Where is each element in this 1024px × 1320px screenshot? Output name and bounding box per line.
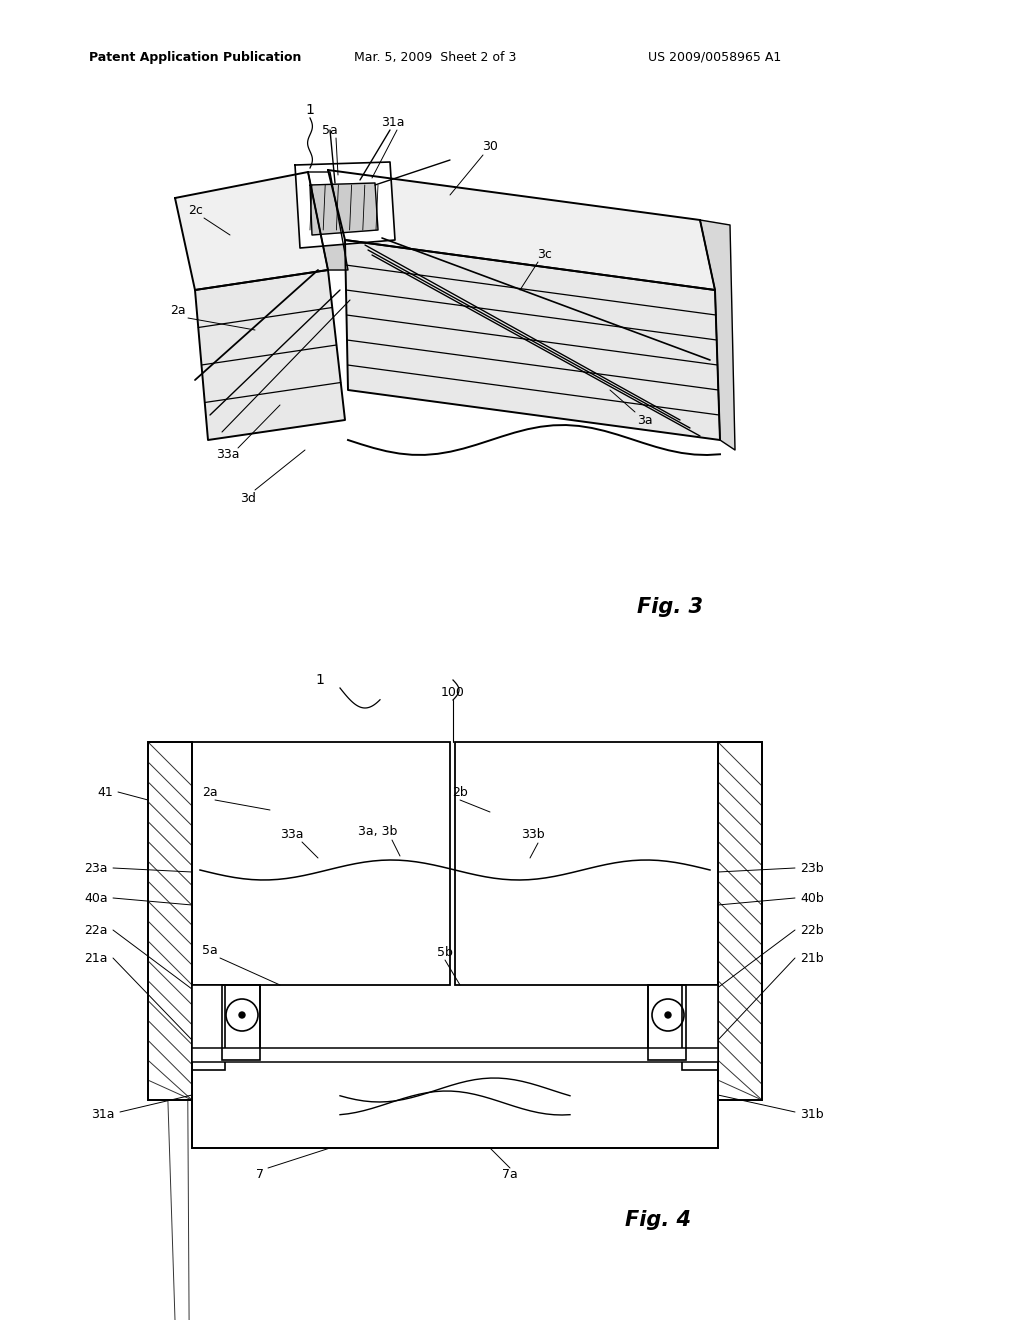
Text: 31a: 31a [381,116,404,128]
Text: 2b: 2b [453,787,468,800]
Bar [682,985,718,1071]
Text: 41: 41 [97,785,113,799]
Text: Mar. 5, 2009  Sheet 2 of 3: Mar. 5, 2009 Sheet 2 of 3 [354,50,516,63]
Text: 3d: 3d [240,491,256,504]
Bar [648,985,686,1060]
Bar [648,985,686,1060]
Text: 5a: 5a [202,944,218,957]
Text: 2a: 2a [202,787,218,800]
Text: 33b: 33b [521,829,545,842]
Text: 7: 7 [256,1168,264,1181]
Bar [148,742,193,1100]
Text: 100: 100 [441,685,465,698]
Text: 1: 1 [315,673,325,686]
Bar [193,985,225,1071]
Text: Patent Application Publication: Patent Application Publication [89,50,301,63]
Text: 3c: 3c [538,248,552,261]
Text: 2a: 2a [170,304,185,317]
Text: 33a: 33a [216,449,240,462]
Text: 3a, 3b: 3a, 3b [358,825,397,838]
Bar [193,742,450,985]
Polygon shape [308,172,348,271]
Polygon shape [195,271,345,440]
Text: Fig. 4: Fig. 4 [625,1210,691,1230]
Bar [148,742,193,1100]
Bar [193,1060,718,1148]
Text: 1: 1 [305,103,314,117]
Text: 40b: 40b [800,891,823,904]
Text: 5a: 5a [323,124,338,136]
Text: 33a: 33a [281,829,304,842]
Text: 21a: 21a [85,952,108,965]
Text: 22b: 22b [800,924,823,936]
Text: 2c: 2c [188,203,204,216]
Text: 40a: 40a [84,891,108,904]
Bar [193,1048,718,1063]
Text: 22a: 22a [85,924,108,936]
Polygon shape [175,172,328,290]
Circle shape [239,1012,245,1018]
Text: 21b: 21b [800,952,823,965]
Polygon shape [345,240,720,440]
Text: 7a: 7a [502,1168,518,1181]
Bar [718,742,762,1100]
Bar [718,742,762,1100]
Bar [193,1060,718,1148]
Bar [222,985,260,1060]
Bar [455,742,718,985]
Text: 31a: 31a [91,1109,115,1122]
Text: 3a: 3a [637,413,653,426]
Polygon shape [310,183,378,235]
Text: 5b: 5b [437,945,453,958]
Text: 23b: 23b [800,862,823,874]
Polygon shape [295,162,395,248]
Circle shape [665,1012,671,1018]
Bar [222,985,260,1060]
Text: 23a: 23a [85,862,108,874]
Text: 30: 30 [482,140,498,153]
Polygon shape [700,220,735,450]
Text: US 2009/0058965 A1: US 2009/0058965 A1 [648,50,781,63]
Text: 31b: 31b [800,1109,823,1122]
Polygon shape [328,170,715,290]
Text: Fig. 3: Fig. 3 [637,597,703,616]
